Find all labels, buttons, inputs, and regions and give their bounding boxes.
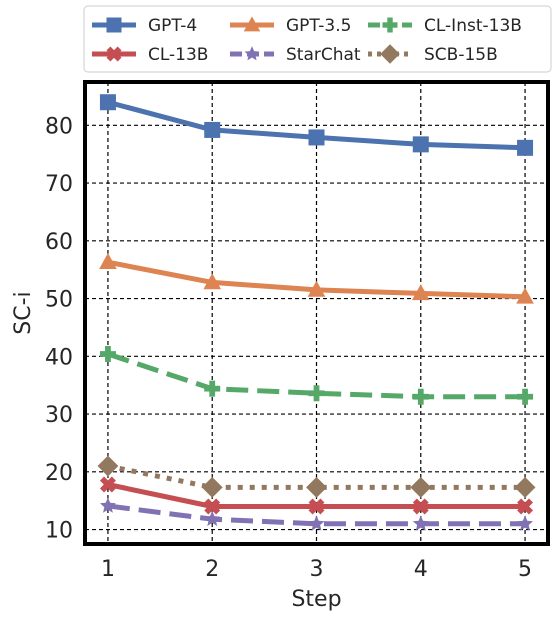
legend-label: GPT-3.5 — [286, 16, 351, 36]
x-axis-title: Step — [291, 587, 341, 612]
legend-marker — [106, 46, 122, 62]
data-point — [201, 477, 223, 498]
data-point — [99, 94, 116, 111]
data-point — [99, 476, 116, 493]
legend-marker — [243, 16, 261, 32]
y-tick-label: 40 — [45, 345, 73, 370]
legend-item: GPT-4 — [92, 16, 197, 36]
data-point — [517, 515, 533, 531]
plot-frame — [83, 80, 550, 546]
y-tick-label: 50 — [45, 288, 73, 313]
data-point — [517, 498, 534, 515]
series-gpt-3-5 — [99, 252, 534, 304]
legend-marker — [106, 17, 122, 33]
legend-label: CL-Inst-13B — [424, 16, 522, 36]
data-point — [99, 252, 117, 269]
y-axis-title: SC-i — [11, 291, 36, 334]
legend-item: CL-Inst-13B — [368, 16, 522, 36]
y-tick-label: 70 — [45, 172, 73, 197]
data-point — [204, 380, 221, 397]
legend-item: GPT-3.5 — [230, 16, 351, 36]
data-point — [203, 273, 222, 290]
data-point — [514, 477, 536, 498]
data-point — [412, 498, 429, 515]
legend-item: CL-13B — [92, 45, 208, 65]
data-point — [308, 515, 325, 531]
data-point — [307, 280, 326, 297]
data-point — [306, 477, 327, 498]
legend: GPT-4 GPT-3.5 CL-Inst-13B CL-13B StarChat SCB… — [83, 5, 552, 73]
series-gpt-4 — [99, 94, 534, 156]
legend-marker — [244, 46, 260, 61]
data-point — [308, 129, 325, 146]
grid — [85, 82, 548, 544]
legend-item: StarChat — [230, 45, 361, 65]
x-tick-label: 3 — [310, 557, 324, 582]
legend-label: SCB-15B — [424, 45, 498, 65]
data-point — [516, 287, 534, 304]
series-scb-15b — [97, 455, 536, 498]
series-cl-inst-13b — [99, 346, 534, 405]
series-starchat — [100, 497, 533, 531]
y-tick-labels: 10 20 30 40 50 60 70 80 — [45, 114, 73, 543]
data-point — [517, 388, 534, 405]
x-tick-label: 4 — [414, 557, 428, 582]
data-point — [100, 497, 116, 513]
legend-frame — [83, 5, 552, 73]
data-point — [204, 121, 221, 138]
data-point — [411, 284, 430, 301]
legend-label: CL-13B — [148, 45, 208, 65]
data-point — [99, 346, 116, 363]
data-point — [412, 136, 429, 153]
y-tick-label: 80 — [45, 114, 73, 139]
data-point — [204, 510, 221, 526]
series-line — [107, 351, 526, 400]
legend-label: GPT-4 — [148, 16, 197, 36]
data-point — [517, 139, 534, 156]
x-tick-labels: 1 2 3 4 5 — [101, 557, 532, 582]
data-point — [204, 498, 221, 515]
y-tick-label: 20 — [45, 461, 73, 486]
x-tick-label: 5 — [518, 557, 532, 582]
y-tick-label: 10 — [45, 519, 73, 544]
legend-item: SCB-15B — [368, 44, 498, 65]
y-tick-label: 30 — [45, 403, 73, 428]
legend-marker — [380, 44, 400, 64]
data-point — [412, 388, 429, 405]
data-point — [308, 385, 325, 402]
x-tick-label: 2 — [205, 557, 219, 582]
series-layer — [97, 94, 536, 531]
series-line — [107, 503, 526, 527]
series-line — [107, 463, 526, 490]
data-point — [410, 477, 432, 498]
y-tick-label: 60 — [45, 230, 73, 255]
data-point — [97, 455, 119, 477]
x-tick-label: 1 — [101, 557, 115, 582]
series-cl-13b — [99, 476, 534, 515]
legend-marker — [382, 17, 398, 33]
data-point — [308, 498, 325, 515]
legend-label: StarChat — [286, 45, 361, 65]
data-point — [412, 515, 429, 531]
